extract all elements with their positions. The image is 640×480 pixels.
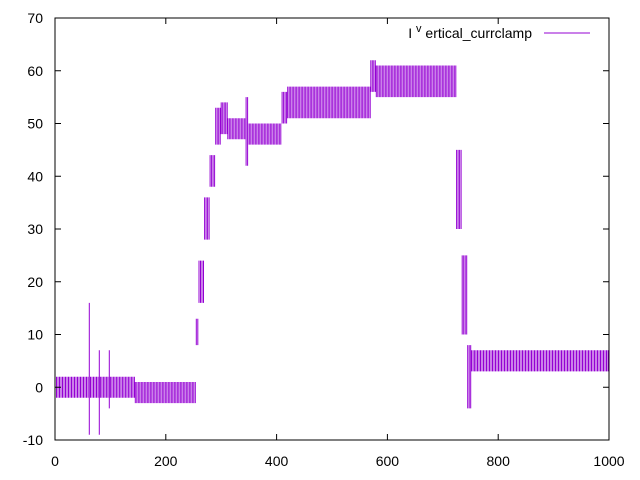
x-tick-label: 600 bbox=[376, 453, 400, 469]
x-tick-label: 1000 bbox=[593, 453, 624, 469]
x-tick-label: 200 bbox=[154, 453, 178, 469]
plot-frame bbox=[54, 17, 610, 441]
axis-ticks: 0 200 400 600 800 1000 -10 0 10 20 30 40 50 60 70 bbox=[23, 10, 625, 469]
y-tick-label: 70 bbox=[27, 10, 43, 26]
y-tick-label: 50 bbox=[27, 116, 43, 132]
x-tick-label: 800 bbox=[487, 453, 511, 469]
y-tick-label: 30 bbox=[27, 221, 43, 237]
y-tick-label: 10 bbox=[27, 327, 43, 343]
legend-label-rest: ertical_currclamp bbox=[425, 25, 532, 41]
series-line bbox=[54, 60, 609, 435]
legend-label-superscript: v bbox=[416, 23, 422, 35]
series-line-group bbox=[54, 60, 609, 435]
legend-label: I v ertical_currclamp bbox=[408, 19, 532, 41]
y-tick-label: 40 bbox=[27, 168, 43, 184]
x-tick-label: 0 bbox=[51, 453, 59, 469]
y-tick-label: 60 bbox=[27, 63, 43, 79]
y-tick-label: 20 bbox=[27, 274, 43, 290]
y-tick-label: 0 bbox=[35, 379, 43, 395]
x-tick-label: 400 bbox=[265, 453, 289, 469]
legend-label-main: I bbox=[408, 25, 412, 41]
y-tick-label: -10 bbox=[23, 432, 43, 448]
legend: I v ertical_currclamp bbox=[408, 19, 590, 41]
